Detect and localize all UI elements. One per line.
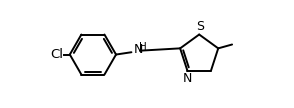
Text: Cl: Cl xyxy=(50,48,63,61)
Text: H: H xyxy=(139,42,147,52)
Text: N: N xyxy=(183,71,192,84)
Text: S: S xyxy=(196,20,204,33)
Text: N: N xyxy=(134,43,143,56)
